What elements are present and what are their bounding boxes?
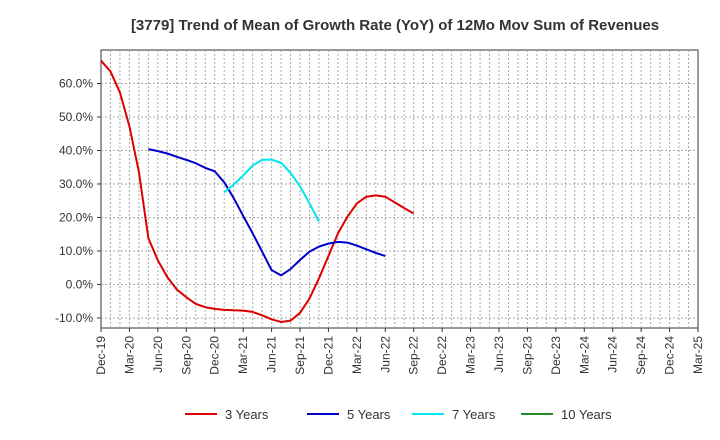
x-tick-label: Mar-24 xyxy=(577,336,591,374)
x-tick-label: Jun-24 xyxy=(606,336,620,373)
x-tick-label: Dec-21 xyxy=(321,336,335,375)
y-tick-label: 0.0% xyxy=(66,277,94,291)
y-tick-label: 30.0% xyxy=(59,177,93,191)
x-tick-label: Sep-21 xyxy=(293,336,307,375)
x-tick-label: Dec-19 xyxy=(94,336,108,375)
x-tick-label: Jun-22 xyxy=(378,336,392,373)
series-line-3-years xyxy=(100,60,415,323)
x-tick-label: Sep-20 xyxy=(179,336,193,375)
series-lines xyxy=(100,60,415,323)
y-tick-label: 20.0% xyxy=(59,210,93,224)
x-tick-label: Jun-21 xyxy=(265,336,279,373)
legend-label: 5 Years xyxy=(347,407,391,422)
x-tick-label: Dec-22 xyxy=(435,336,449,375)
x-tick-label: Mar-21 xyxy=(236,336,250,374)
legend-label: 10 Years xyxy=(561,407,612,422)
x-tick-label: Mar-20 xyxy=(122,336,136,374)
y-tick-label: 50.0% xyxy=(59,110,93,124)
x-tick-label: Mar-23 xyxy=(464,336,478,374)
y-tick-label: 60.0% xyxy=(59,76,93,90)
x-axis: Dec-19 Mar-20 Jun-20 Sep-20 Dec-20 Mar-21 Jun-… xyxy=(94,328,705,375)
legend-label: 3 Years xyxy=(225,407,269,422)
x-tick-label: Dec-23 xyxy=(549,336,563,375)
x-tick-label: Jun-23 xyxy=(492,336,506,373)
series-line-7-years xyxy=(223,158,320,222)
x-tick-label: Dec-24 xyxy=(663,336,677,375)
y-tick-label: -10.0% xyxy=(55,311,93,325)
legend-label: 7 Years xyxy=(452,407,496,422)
plot-area xyxy=(100,49,699,329)
y-tick-label: 10.0% xyxy=(59,244,93,258)
chart-title: [3779] Trend of Mean of Growth Rate (YoY… xyxy=(131,17,659,34)
x-tick-label: Sep-22 xyxy=(407,336,421,375)
legend: 3 Years 5 Years 7 Years 10 Years xyxy=(185,407,612,422)
y-tick-label: 40.0% xyxy=(59,143,93,157)
x-tick-label: Jun-20 xyxy=(151,336,165,373)
x-tick-label: Sep-23 xyxy=(520,336,534,375)
y-axis: -10.0% 0.0% 10.0% 20.0% 30.0% 40.0% 50.0% 60.0% xyxy=(55,76,101,325)
x-tick-label: Mar-22 xyxy=(350,336,364,374)
x-tick-label: Sep-24 xyxy=(634,336,648,375)
grid-lines xyxy=(101,50,698,328)
series-line-5-years xyxy=(148,148,386,277)
x-tick-label: Mar-25 xyxy=(691,336,705,374)
x-tick-label: Dec-20 xyxy=(208,336,222,375)
